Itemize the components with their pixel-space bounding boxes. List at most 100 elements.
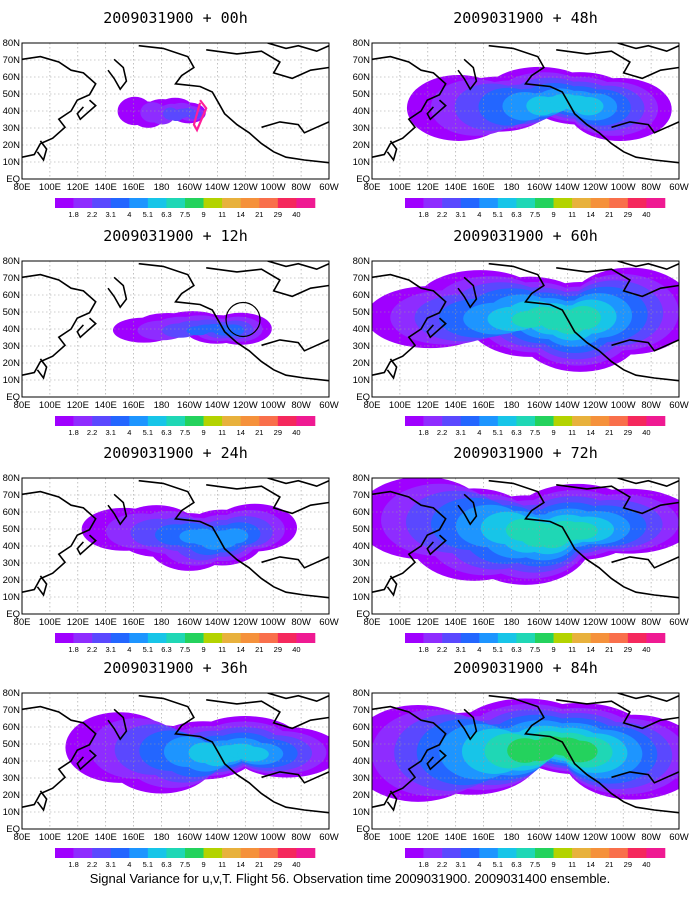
lon-tick-label: 80W bbox=[291, 617, 311, 628]
lat-tick-label: 10N bbox=[3, 807, 21, 818]
colorbar-swatch bbox=[110, 416, 130, 426]
colorbar-swatch bbox=[535, 633, 554, 643]
lat-tick-label: 80N bbox=[353, 256, 371, 267]
colorbar-swatch bbox=[240, 416, 260, 426]
colorbar-swatch bbox=[55, 198, 74, 208]
colorbar-label: 14 bbox=[237, 860, 245, 869]
colorbar-swatch bbox=[222, 198, 242, 208]
colorbar-swatch bbox=[92, 633, 112, 643]
panel-title: 2009031900 + 84h bbox=[453, 659, 598, 677]
colorbar-swatch bbox=[296, 198, 316, 208]
lon-tick-label: 160E bbox=[473, 617, 495, 628]
coastlines bbox=[372, 261, 679, 382]
map-frame bbox=[371, 260, 680, 398]
lat-tick-label: 80N bbox=[3, 473, 21, 484]
colorbar-swatch bbox=[203, 633, 223, 643]
colorbar-swatch bbox=[460, 416, 480, 426]
lat-tick-label: 50N bbox=[353, 89, 371, 100]
lon-tick-label: 160W bbox=[177, 832, 202, 843]
lat-tick-label: 50N bbox=[353, 524, 371, 535]
lat-tick-label: 80N bbox=[3, 256, 21, 267]
colorbar: 1.8 2.2 3.1 4 5.1 6.3 7.5 9 11 14 21 29 40 bbox=[405, 416, 666, 437]
lat-tick-label: 60N bbox=[3, 722, 21, 733]
lon-tick-label: 60W bbox=[669, 617, 689, 628]
lon-tick-label: 140E bbox=[445, 832, 467, 843]
colorbar-label: 40 bbox=[292, 428, 300, 437]
lat-tick-label: 70N bbox=[3, 55, 21, 66]
colorbar-swatch bbox=[185, 198, 204, 208]
colorbar-label: 14 bbox=[587, 860, 595, 869]
colorbar-label: 4 bbox=[477, 210, 481, 219]
lon-tick-label: 160E bbox=[473, 832, 495, 843]
lon-tick-label: 140W bbox=[555, 400, 580, 411]
colorbar-swatch bbox=[627, 848, 647, 858]
colorbar-swatch bbox=[460, 633, 480, 643]
colorbar-label: 29 bbox=[624, 210, 632, 219]
colorbar-swatch bbox=[240, 633, 260, 643]
lon-tick-label: 180 bbox=[504, 182, 520, 193]
colorbar-swatch bbox=[166, 416, 186, 426]
lon-tick-label: 100E bbox=[389, 182, 411, 193]
colorbar-label: 14 bbox=[587, 645, 595, 654]
colorbar-swatch bbox=[55, 633, 74, 643]
colorbar-label: 21 bbox=[605, 645, 613, 654]
colorbar-label: 11 bbox=[218, 210, 226, 219]
lon-tick-label: 100W bbox=[261, 400, 286, 411]
lon-tick-label: 80E bbox=[364, 617, 381, 628]
colorbar-label: 9 bbox=[201, 645, 205, 654]
colorbar-swatch bbox=[535, 848, 554, 858]
colorbar-label: 3.1 bbox=[105, 210, 115, 219]
colorbar-label: 5.1 bbox=[143, 645, 153, 654]
lat-tick-label: 20N bbox=[3, 358, 21, 369]
colorbar-swatch bbox=[553, 633, 573, 643]
colorbar-label: 6.3 bbox=[511, 860, 521, 869]
colorbar-label: 6.3 bbox=[511, 645, 521, 654]
colorbar-swatch bbox=[259, 848, 279, 858]
colorbar: 1.8 2.2 3.1 4 5.1 6.3 7.5 9 11 14 21 29 40 bbox=[55, 848, 316, 869]
colorbar-label: 1.8 bbox=[68, 645, 78, 654]
colorbar-label: 9 bbox=[551, 645, 555, 654]
colorbar-swatch bbox=[609, 633, 629, 643]
colorbar-swatch bbox=[129, 848, 149, 858]
colorbar-label: 6.3 bbox=[511, 210, 521, 219]
lon-tick-label: 160W bbox=[177, 182, 202, 193]
lat-tick-label: 10N bbox=[3, 375, 21, 386]
colorbar-label: 29 bbox=[624, 428, 632, 437]
lat-tick-label: 70N bbox=[353, 273, 371, 284]
lon-tick-label: 160E bbox=[473, 400, 495, 411]
lon-tick-label: 160E bbox=[123, 400, 145, 411]
lat-tick-label: 30N bbox=[3, 341, 21, 352]
lat-tick-label: 30N bbox=[3, 773, 21, 784]
colorbar-swatch bbox=[147, 198, 167, 208]
colorbar-label: 2.2 bbox=[87, 860, 97, 869]
colorbar-label: 21 bbox=[255, 428, 263, 437]
colorbar: 1.8 2.2 3.1 4 5.1 6.3 7.5 9 11 14 21 29 40 bbox=[55, 633, 316, 654]
lon-tick-label: 80E bbox=[14, 400, 31, 411]
lon-tick-label: 60W bbox=[669, 400, 689, 411]
colorbar-swatch bbox=[553, 848, 573, 858]
colorbar-swatch bbox=[535, 198, 554, 208]
lat-tick-label: 70N bbox=[3, 490, 21, 501]
colorbar-swatch bbox=[110, 633, 130, 643]
colorbar-swatch bbox=[590, 633, 610, 643]
lat-tick-label: 60N bbox=[353, 72, 371, 83]
colorbar-label: 3.1 bbox=[105, 860, 115, 869]
colorbar-swatch bbox=[590, 848, 610, 858]
colorbar-label: 29 bbox=[624, 860, 632, 869]
colorbar-swatch bbox=[277, 848, 297, 858]
lon-tick-label: 120E bbox=[67, 182, 89, 193]
panel-title: 2009031900 + 12h bbox=[103, 227, 248, 245]
variance-contour bbox=[221, 528, 249, 544]
lat-tick-label: 40N bbox=[353, 106, 371, 117]
map-frame bbox=[21, 477, 330, 615]
lon-tick-label: 180 bbox=[154, 400, 170, 411]
lon-tick-label: 60W bbox=[669, 832, 689, 843]
variance-contour bbox=[221, 324, 245, 337]
map-panel: 2009031900 + 60h 80N 70N 60N 50N 40N 30N 20N 10N… bbox=[353, 227, 689, 437]
colorbar-label: 5.1 bbox=[143, 428, 153, 437]
lon-tick-label: 100E bbox=[39, 617, 61, 628]
colorbar: 1.8 2.2 3.1 4 5.1 6.3 7.5 9 11 14 21 29 40 bbox=[55, 198, 316, 219]
colorbar-label: 2.2 bbox=[437, 428, 447, 437]
colorbar-swatch bbox=[240, 198, 260, 208]
